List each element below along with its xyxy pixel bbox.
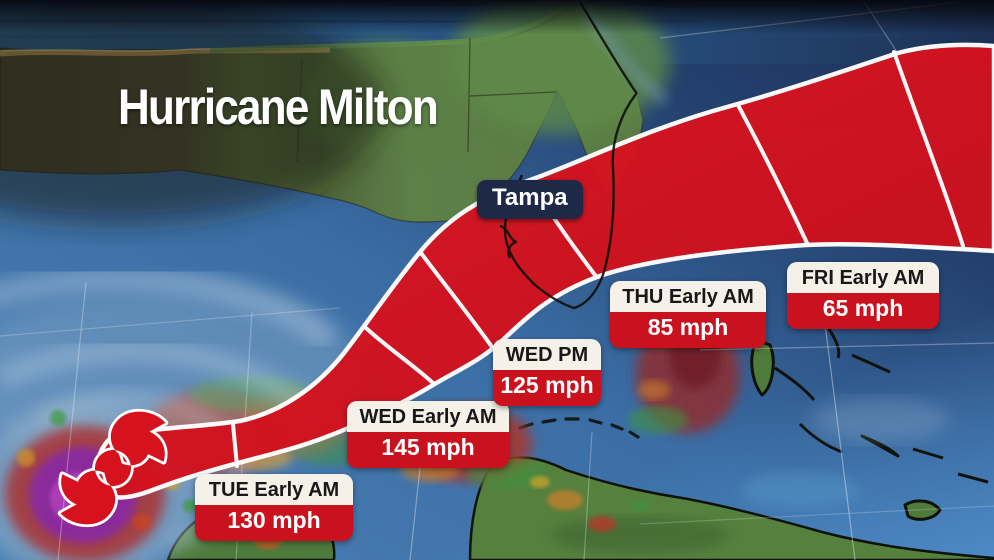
forecast-label-fri: FRI Early AM 65 mph xyxy=(787,262,939,329)
forecast-wind: 65 mph xyxy=(787,293,939,329)
forecast-label-wed-pm: WED PM 125 mph xyxy=(493,339,601,406)
forecast-wind: 145 mph xyxy=(347,432,509,468)
forecast-time: TUE Early AM xyxy=(195,474,353,505)
forecast-time: WED PM xyxy=(493,339,601,370)
forecast-time: THU Early AM xyxy=(610,281,766,312)
top-vignette xyxy=(0,0,994,34)
forecast-wind: 130 mph xyxy=(195,505,353,541)
divider-fri xyxy=(736,103,809,245)
island-keys xyxy=(518,417,640,439)
forecast-wind: 85 mph xyxy=(610,312,766,348)
cuba-texture xyxy=(550,517,730,553)
hurricane-icon xyxy=(57,408,169,528)
state-border xyxy=(296,37,557,163)
divider-tue xyxy=(231,422,239,468)
divider-wed-am xyxy=(364,326,436,386)
forecast-label-thu: THU Early AM 85 mph xyxy=(610,281,766,348)
forecast-time: WED Early AM xyxy=(347,401,509,432)
forecast-wind: 125 mph xyxy=(493,370,601,406)
page-title: Hurricane Milton xyxy=(118,79,439,135)
land-shadow xyxy=(0,0,385,223)
forecast-label-wed-am: WED Early AM 145 mph xyxy=(347,401,509,468)
forecast-cone xyxy=(94,42,994,500)
city-label-tampa: Tampa xyxy=(477,180,583,219)
forecast-time: FRI Early AM xyxy=(787,262,939,293)
divider-sat xyxy=(892,50,965,248)
divider-wed-pm xyxy=(419,251,494,349)
forecast-label-tue: TUE Early AM 130 mph xyxy=(195,474,353,541)
